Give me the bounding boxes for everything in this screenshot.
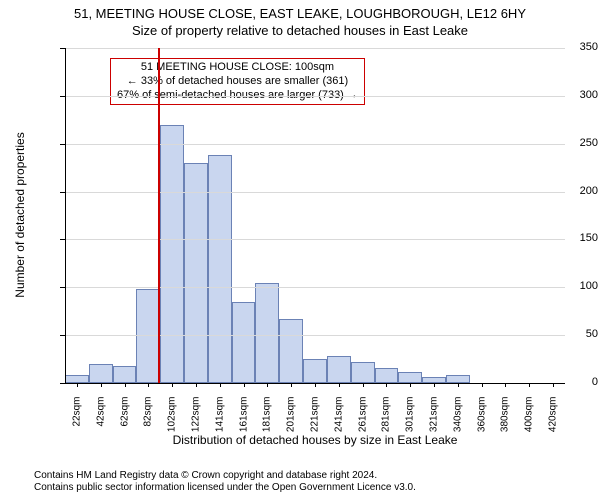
- y-axis-label: Number of detached properties: [13, 65, 27, 365]
- x-tick-label: 380sqm: [500, 397, 511, 437]
- histogram-bar: [65, 375, 89, 383]
- x-tick-label: 221sqm: [310, 397, 321, 437]
- gridline-h: [65, 287, 565, 288]
- x-tick-label: 301sqm: [405, 397, 416, 437]
- x-tick-label: 261sqm: [357, 397, 368, 437]
- histogram-bar: [208, 155, 232, 383]
- annotation-box: 51 MEETING HOUSE CLOSE: 100sqm ← 33% of …: [110, 58, 365, 105]
- x-tick-label: 161sqm: [238, 397, 249, 437]
- y-tick-label: 150: [541, 232, 598, 244]
- x-tick-label: 321sqm: [429, 397, 440, 437]
- x-tick-label: 340sqm: [452, 397, 463, 437]
- histogram-bar: [279, 319, 303, 383]
- y-tick-label: 200: [541, 185, 598, 197]
- y-tick-label: 300: [541, 89, 598, 101]
- y-tick-label: 0: [541, 376, 598, 388]
- x-tick-label: 122sqm: [190, 397, 201, 437]
- histogram-bar: [398, 372, 422, 383]
- histogram-bar: [113, 366, 137, 383]
- x-tick-label: 420sqm: [548, 397, 559, 437]
- x-tick-label: 141sqm: [214, 397, 225, 437]
- x-axis-line: [65, 383, 565, 384]
- gridline-h: [65, 144, 565, 145]
- y-tick-label: 50: [541, 328, 598, 340]
- histogram-bar: [255, 283, 279, 384]
- y-tick-label: 100: [541, 280, 598, 292]
- address-title: 51, MEETING HOUSE CLOSE, EAST LEAKE, LOU…: [0, 0, 600, 21]
- x-tick-label: 102sqm: [167, 397, 178, 437]
- subtitle: Size of property relative to detached ho…: [0, 21, 600, 38]
- x-tick-label: 62sqm: [119, 397, 130, 437]
- gridline-h: [65, 48, 565, 49]
- footer-line-2: Contains public sector information licen…: [34, 482, 416, 494]
- x-tick-label: 42sqm: [95, 397, 106, 437]
- chart-container: 51, MEETING HOUSE CLOSE, EAST LEAKE, LOU…: [0, 0, 600, 500]
- x-tick-label: 201sqm: [286, 397, 297, 437]
- histogram-bar: [184, 163, 208, 383]
- footer-attribution: Contains HM Land Registry data © Crown c…: [34, 470, 416, 494]
- x-tick-label: 400sqm: [524, 397, 535, 437]
- x-tick-label: 241sqm: [333, 397, 344, 437]
- histogram-bar: [327, 356, 351, 383]
- histogram-bar: [303, 359, 327, 383]
- y-tick-label: 250: [541, 137, 598, 149]
- x-tick-label: 181sqm: [262, 397, 273, 437]
- histogram-bar: [446, 375, 470, 383]
- histogram-bar: [232, 302, 256, 383]
- y-axis-line: [65, 48, 66, 383]
- annotation-line-2: ← 33% of detached houses are smaller (36…: [117, 75, 358, 89]
- histogram-bar: [351, 362, 375, 383]
- x-tick-label: 360sqm: [476, 397, 487, 437]
- gridline-h: [65, 96, 565, 97]
- y-tick-label: 350: [541, 41, 598, 53]
- reference-line: [158, 48, 160, 383]
- histogram-bar: [160, 125, 184, 383]
- x-tick-label: 22sqm: [71, 397, 82, 437]
- histogram-bar: [89, 364, 113, 383]
- histogram-bar: [375, 368, 399, 383]
- x-tick-label: 281sqm: [381, 397, 392, 437]
- gridline-h: [65, 335, 565, 336]
- footer-line-1: Contains HM Land Registry data © Crown c…: [34, 470, 416, 482]
- x-tick-label: 82sqm: [143, 397, 154, 437]
- annotation-line-1: 51 MEETING HOUSE CLOSE: 100sqm: [117, 61, 358, 75]
- gridline-h: [65, 239, 565, 240]
- gridline-h: [65, 192, 565, 193]
